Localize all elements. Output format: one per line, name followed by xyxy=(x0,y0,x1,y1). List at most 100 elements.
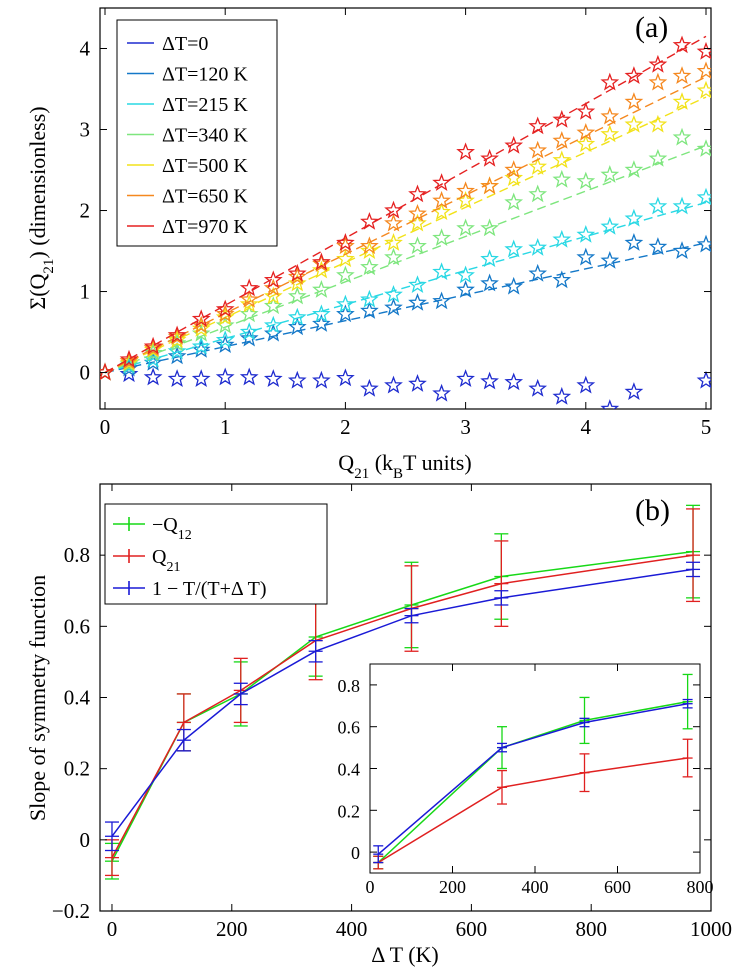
data-point-0 xyxy=(504,372,524,391)
data-point-2 xyxy=(360,289,379,308)
legend-label-4: ΔT=500 K xyxy=(162,155,248,177)
data-point-4 xyxy=(672,92,692,110)
b-x-tick-label: 200 xyxy=(216,917,248,941)
data-point-1 xyxy=(528,263,548,282)
data-point-3 xyxy=(287,286,307,305)
data-point-1 xyxy=(263,323,283,342)
data-point-3 xyxy=(600,165,620,183)
data-point-3 xyxy=(552,169,572,188)
a-x-tick-label: 3 xyxy=(460,415,471,439)
ticks-a: 0 1 2 3 4 5 0 1 2 3 4 xyxy=(80,8,712,439)
a-x-tick-label: 5 xyxy=(701,415,712,439)
a-y-tick-label: 1 xyxy=(80,280,91,304)
legend-label-6: ΔT=970 K xyxy=(162,216,248,238)
inset-y-tick-label: 0.4 xyxy=(338,760,361,780)
data-point-5 xyxy=(432,190,451,209)
data-point-6 xyxy=(191,309,211,328)
data-point-5 xyxy=(504,160,524,178)
b-y-tick-label: 0.4 xyxy=(64,686,91,710)
data-point-0 xyxy=(215,367,235,386)
data-point-1 xyxy=(696,234,711,253)
data-point-1 xyxy=(408,293,427,311)
data-point-5 xyxy=(552,131,572,149)
legend-label-b-1: Q21 xyxy=(152,546,180,575)
data-point-5 xyxy=(191,315,211,334)
legend-label-2: ΔT=215 K xyxy=(162,94,248,116)
data-point-0 xyxy=(336,368,355,387)
data-point-6 xyxy=(672,35,692,54)
panel-label-b: (b) xyxy=(635,494,670,527)
legend-b: −Q12 Q21 1 − T/(T+Δ T) xyxy=(104,503,328,605)
a-y-tick-label: 0 xyxy=(80,361,91,385)
data-point-5 xyxy=(696,61,711,80)
data-point-5 xyxy=(576,122,596,141)
data-point-6 xyxy=(360,212,379,230)
data-point-4 xyxy=(696,80,711,99)
data-point-6 xyxy=(119,349,139,368)
data-point-0 xyxy=(167,369,187,387)
data-point-3 xyxy=(263,296,283,315)
data-point-6 xyxy=(648,54,668,73)
data-point-2 xyxy=(600,216,620,235)
legend-label-0: ΔT=0 xyxy=(162,33,208,55)
marks-b xyxy=(104,504,701,880)
data-point-2 xyxy=(215,330,235,349)
b-x-tick-label: 1000 xyxy=(690,917,732,941)
data-point-3 xyxy=(576,171,596,190)
data-point-3 xyxy=(215,315,235,334)
data-point-0 xyxy=(600,399,620,409)
data-point-3 xyxy=(167,333,187,352)
data-point-6 xyxy=(215,299,235,318)
data-point-4 xyxy=(215,307,235,326)
data-point-5 xyxy=(600,106,620,125)
data-point-1 xyxy=(239,328,259,347)
data-point-5 xyxy=(528,140,548,159)
data-point-0 xyxy=(312,370,331,389)
data-point-4 xyxy=(239,294,259,313)
b-x-tick-label: 0 xyxy=(107,917,118,941)
data-point-2 xyxy=(624,208,644,227)
data-point-3 xyxy=(504,192,524,211)
panel-a: 0 1 2 3 4 5 0 1 2 3 4 (a) Q21 (kBT units) Σ(Q21) (… xyxy=(25,7,712,482)
data-point-5 xyxy=(672,66,692,84)
data-point-2 xyxy=(456,265,475,284)
data-point-1 xyxy=(552,270,572,289)
inset-x-tick-label: 0 xyxy=(366,877,375,897)
b-x-tick-label: 800 xyxy=(575,917,607,941)
y-axis-label-b: Slope of symmetry function xyxy=(25,575,50,821)
a-y-tick-label: 3 xyxy=(80,118,91,142)
data-point-2 xyxy=(576,224,596,243)
panel-label-a: (a) xyxy=(635,11,668,44)
panel-b: 0 200 400 600 800 1000 −0.2 0 0.2 0.4 0.6 0.8 (b) Δ… xyxy=(25,483,732,967)
data-point-6 xyxy=(336,233,355,251)
data-point-5 xyxy=(263,278,283,297)
data-point-0 xyxy=(456,369,475,387)
data-point-1 xyxy=(576,247,596,266)
data-point-4 xyxy=(191,318,211,337)
inset-x-tick-label: 400 xyxy=(522,877,549,897)
inset-x-tick-label: 600 xyxy=(604,877,631,897)
data-point-4 xyxy=(336,249,355,268)
legend-box-a xyxy=(116,19,278,247)
a-x-tick-label: 0 xyxy=(100,415,111,439)
data-point-2 xyxy=(384,284,403,303)
data-point-1 xyxy=(672,241,692,259)
data-point-3 xyxy=(456,218,475,237)
marks-a xyxy=(100,35,711,409)
data-point-5 xyxy=(360,236,379,255)
data-point-2 xyxy=(167,341,187,360)
data-point-3 xyxy=(696,139,711,157)
data-point-3 xyxy=(528,184,548,203)
data-point-4 xyxy=(263,286,283,305)
inset-series-line-1 xyxy=(377,757,688,864)
b-y-tick-label: −0.2 xyxy=(52,899,90,923)
data-point-5 xyxy=(287,267,307,285)
data-point-6 xyxy=(167,325,187,344)
data-point-1 xyxy=(456,280,475,298)
legend-label-b-2: 1 − T/(T+Δ T) xyxy=(152,578,266,600)
data-point-2 xyxy=(480,249,499,268)
data-point-1 xyxy=(287,317,307,336)
data-point-2 xyxy=(504,239,524,258)
data-point-6 xyxy=(384,200,403,219)
data-point-3 xyxy=(336,265,355,284)
